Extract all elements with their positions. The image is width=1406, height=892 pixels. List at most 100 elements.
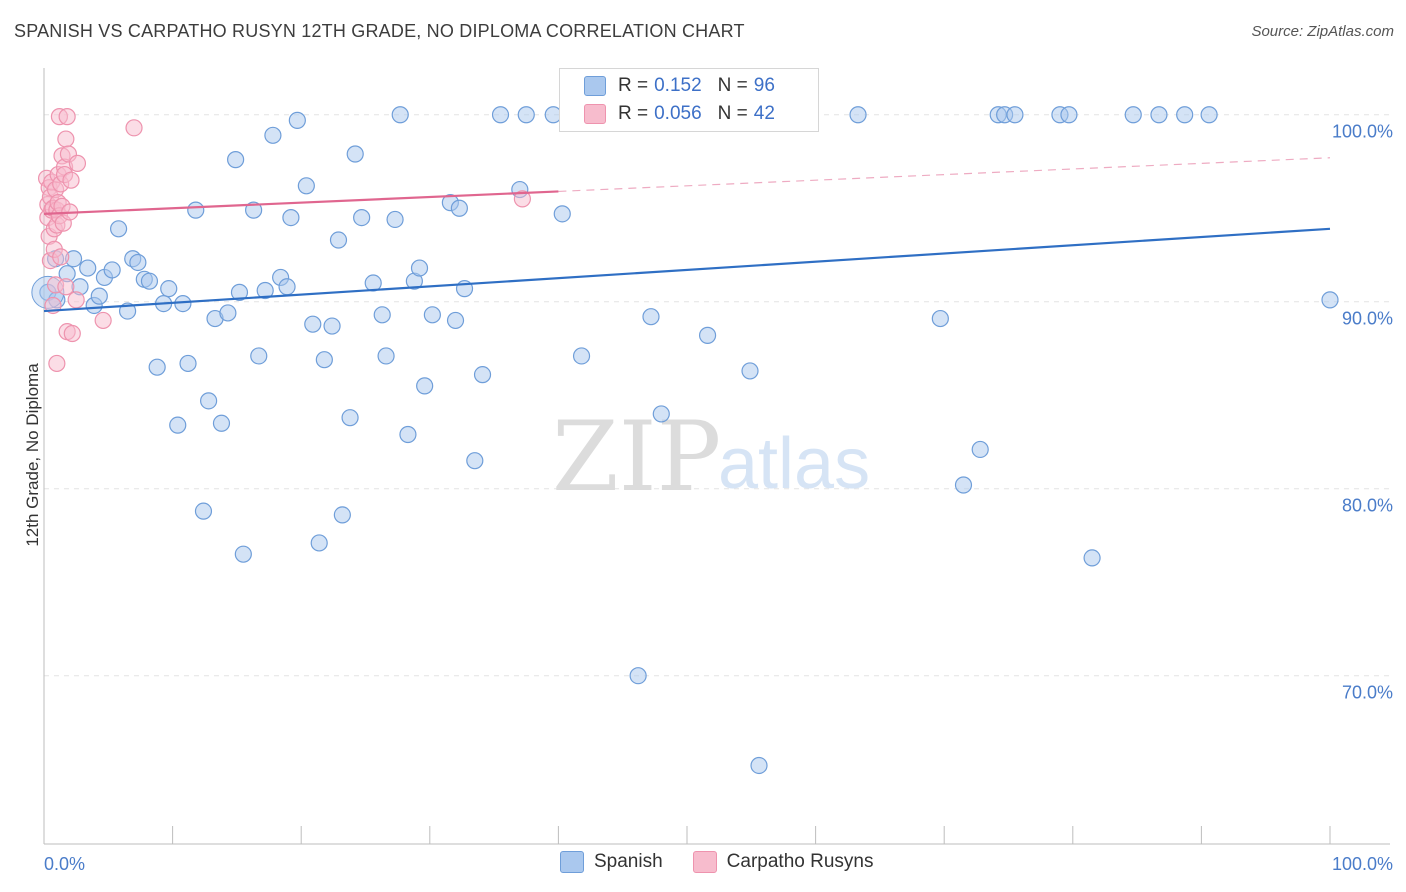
y-tick-label: 70.0% [1342,683,1393,703]
spanish-point [410,259,429,277]
legend-n-label: N = [717,75,748,96]
rusyn-point [125,119,143,137]
spanish-point [179,354,197,373]
y-tick-label: 90.0% [1342,309,1393,329]
legend-r-label: R = [618,75,649,96]
spanish-point [1006,106,1024,124]
legend-row-rusyn: R = 0.056 N = 42 [584,101,775,127]
spanish-point [1176,106,1194,124]
rusyn-points [37,108,531,373]
correlation-legend: R = 0.152 N = 96 R = 0.056 N = 42 [559,68,819,132]
spanish-points [31,106,1339,775]
rusyn-point [57,130,75,148]
x-tick-label: 0.0% [44,854,85,874]
spanish-point [304,315,322,333]
spanish-point [399,425,417,444]
rusyn-point [68,154,87,172]
watermark-atlas: atlas [718,424,870,504]
spanish-point [333,506,351,524]
y-tick-label: 100.0% [1332,122,1393,142]
spanish-point [698,326,717,344]
spanish-point [219,304,237,322]
series-legend: Spanish Carpatho Rusyns [560,851,903,873]
spanish-point [227,151,245,169]
spanish-point [1321,291,1339,309]
spanish-point [391,106,409,124]
x-tick-label: 100.0% [1332,854,1393,874]
legend-r-value: 0.056 [654,103,702,124]
spanish-point [652,405,670,423]
rusyn-trend-extension [558,157,1331,193]
spanish-point [278,278,296,296]
spanish-point [971,440,989,459]
spanish-point [446,311,465,330]
spanish-point [517,106,535,124]
spanish-point [194,502,213,520]
spanish-point [353,208,371,227]
spanish-point [329,231,348,249]
y-tick-label: 80.0% [1342,496,1393,516]
spanish-point [169,416,187,434]
spanish-point [423,306,441,324]
spanish-legend-swatch [560,851,584,873]
spanish-swatch [584,76,606,96]
axes [43,68,1390,845]
spanish-point [629,667,647,685]
y-tick-labels: 70.0% 80.0% 90.0% 100.0% [1332,122,1393,703]
rusyn-point [67,291,85,309]
spanish-point [553,205,571,223]
rusyn-swatch [584,104,606,124]
spanish-point [450,199,468,217]
spanish-point [377,347,395,365]
spanish-point [310,534,328,552]
legend-n-label: N = [717,103,748,124]
spanish-point [148,358,166,376]
gridlines [44,114,1390,677]
spanish-point [79,259,97,277]
spanish-point [386,210,404,229]
spanish-point [491,106,510,124]
spanish-point [1083,549,1101,567]
spanish-point [1124,106,1142,124]
rusyn-point [513,190,531,208]
spanish-point [234,545,252,563]
rusyn-point [52,248,70,266]
rusyn-legend-label: Carpatho Rusyns [726,851,874,872]
spanish-point [750,756,768,775]
spanish-point [212,414,231,432]
rusyn-trend-line [43,190,559,215]
watermark: ZIP atlas [552,401,870,513]
legend-n-value: 96 [753,75,775,96]
spanish-point [741,362,759,380]
spanish-point [140,272,159,290]
legend-r-label: R = [618,103,649,124]
spanish-point [200,392,218,410]
spanish-point [187,201,205,219]
spanish-point [466,452,484,470]
rusyn-legend-swatch [692,851,717,873]
legend-item-rusyn[interactable]: Carpatho Rusyns [692,851,874,873]
legend-item-spanish[interactable]: Spanish [560,851,663,873]
spanish-point [1060,106,1078,124]
legend-row-spanish: R = 0.152 N = 96 [584,73,775,99]
spanish-point [1200,106,1218,124]
spanish-point [416,377,434,395]
spanish-point [282,208,300,227]
trend-lines [43,157,1331,313]
rusyn-point [62,171,80,189]
spanish-point [129,253,147,272]
spanish-point [109,220,128,238]
spanish-point [1150,106,1168,124]
spanish-point [323,317,341,335]
spanish-point [103,261,121,279]
spanish-point [346,145,364,163]
spanish-point [642,308,660,326]
x-tick-labels: 0.0% 100.0% [44,854,1393,874]
rusyn-point [58,108,76,126]
spanish-point [264,126,282,144]
spanish-point [373,306,391,324]
spanish-point [849,106,867,124]
spanish-point [572,347,591,365]
legend-n-value: 42 [753,103,775,124]
